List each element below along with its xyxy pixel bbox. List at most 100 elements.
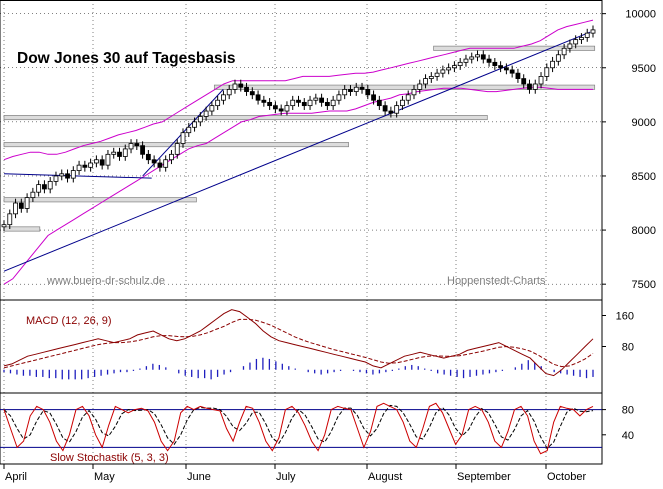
stochastic-k-line bbox=[3, 402, 594, 455]
price-bar-body bbox=[348, 89, 353, 92]
stochastic-tick-label: 80 bbox=[622, 405, 634, 417]
price-bar-body bbox=[503, 67, 509, 71]
price-bar-body bbox=[475, 54, 480, 58]
price-bar-body bbox=[215, 99, 221, 107]
price-tick-label: 7500 bbox=[632, 279, 656, 291]
price-bar-body bbox=[336, 94, 342, 101]
stochastic-tick-label: 40 bbox=[622, 430, 634, 442]
month-label: June bbox=[187, 471, 211, 483]
macd-tick-label: 160 bbox=[616, 311, 634, 323]
price-bar-body bbox=[59, 173, 65, 177]
month-label: October bbox=[547, 471, 586, 483]
month-label: August bbox=[368, 471, 402, 483]
price-bar-body bbox=[353, 86, 359, 92]
chart-title: Dow Jones 30 auf Tagesbasis bbox=[17, 50, 236, 67]
price-bar-body bbox=[174, 143, 180, 155]
price-bar-body bbox=[469, 56, 475, 60]
price-bar-body bbox=[400, 99, 405, 107]
resistance-box bbox=[213, 84, 596, 90]
price-bar-body bbox=[307, 99, 313, 107]
price-bar-body bbox=[498, 65, 504, 69]
price-bar-body bbox=[99, 159, 105, 166]
price-bar-body bbox=[538, 76, 544, 85]
price-bar-body bbox=[209, 105, 215, 112]
trend-line bbox=[3, 31, 591, 272]
price-bar-body bbox=[249, 91, 255, 96]
price-bar-body bbox=[226, 89, 232, 96]
price-bar-body bbox=[18, 202, 24, 209]
price-bar-body bbox=[238, 83, 244, 88]
price-bar-body bbox=[584, 32, 590, 38]
stochastic-d-line bbox=[3, 404, 594, 450]
price-bar-body bbox=[405, 94, 411, 101]
price-bar-body bbox=[319, 97, 324, 103]
price-bar-body bbox=[157, 162, 163, 168]
price-bar-body bbox=[203, 110, 209, 117]
price-bar-body bbox=[267, 101, 273, 107]
price-bar-body bbox=[394, 105, 400, 114]
price-bar-body bbox=[388, 110, 394, 114]
price-bar-body bbox=[273, 105, 278, 110]
price-tick-label: 8500 bbox=[632, 171, 656, 183]
price-bar-body bbox=[140, 145, 145, 155]
price-bar-body bbox=[486, 58, 492, 63]
price-bar-body bbox=[117, 151, 122, 157]
price-bar-body bbox=[301, 101, 307, 107]
macd-tick-label: 80 bbox=[622, 342, 634, 354]
resistance-box bbox=[3, 197, 197, 203]
lower-band-line bbox=[3, 86, 593, 285]
price-bar-body bbox=[88, 162, 94, 168]
price-bar-body bbox=[180, 132, 186, 144]
price-bar-body bbox=[105, 153, 111, 166]
price-bar-body bbox=[53, 175, 59, 182]
price-bar-body bbox=[365, 89, 371, 96]
price-bar-body bbox=[284, 105, 290, 112]
price-bar-body bbox=[244, 86, 249, 92]
price-bar-body bbox=[342, 89, 348, 96]
price-bar-body bbox=[47, 180, 53, 190]
price-bar-body bbox=[590, 29, 596, 34]
price-bar-body bbox=[457, 61, 463, 66]
price-bar-body bbox=[532, 83, 538, 90]
price-bar-body bbox=[93, 159, 99, 164]
plot-border bbox=[0, 0, 603, 465]
price-bar-body bbox=[561, 47, 567, 56]
price-bar-body bbox=[446, 67, 452, 71]
price-bar-body bbox=[376, 99, 382, 107]
price-bar-body bbox=[134, 143, 140, 147]
price-bar-body bbox=[76, 164, 82, 171]
price-bar-body bbox=[296, 99, 301, 103]
price-bar-body bbox=[7, 213, 13, 226]
price-bar-body bbox=[550, 60, 555, 69]
watermark-left: www.buero-dr-schulz.de bbox=[46, 275, 165, 287]
price-bar-body bbox=[278, 108, 284, 112]
price-bar-body bbox=[452, 65, 457, 69]
price-bar-body bbox=[573, 39, 579, 45]
price-bar-body bbox=[330, 99, 336, 107]
macd-panel bbox=[3, 309, 594, 380]
chart-frame bbox=[0, 0, 603, 465]
price-bar-body bbox=[122, 148, 128, 157]
price-bar-body bbox=[359, 86, 365, 90]
price-panel bbox=[1, 19, 596, 285]
price-bar-body bbox=[463, 58, 469, 63]
price-bar-body bbox=[82, 164, 88, 168]
price-bar-body bbox=[192, 121, 197, 128]
price-bar-body bbox=[24, 197, 30, 209]
price-bar-body bbox=[417, 83, 423, 90]
price-bar-body bbox=[371, 94, 376, 101]
price-bar-body bbox=[313, 97, 319, 101]
resistance-box bbox=[3, 115, 488, 121]
price-bar-body bbox=[423, 78, 428, 85]
price-bar-body bbox=[492, 61, 498, 66]
price-bar-body bbox=[440, 69, 446, 74]
price-bar-body bbox=[163, 159, 169, 168]
price-bar-body bbox=[151, 159, 157, 164]
price-bar-body bbox=[521, 78, 527, 85]
month-label: May bbox=[94, 471, 115, 483]
price-bar-body bbox=[197, 116, 203, 123]
price-bar-body bbox=[145, 153, 151, 161]
price-bar-body bbox=[255, 94, 261, 101]
price-bar-body bbox=[579, 37, 584, 41]
upper-band-line bbox=[3, 19, 594, 161]
